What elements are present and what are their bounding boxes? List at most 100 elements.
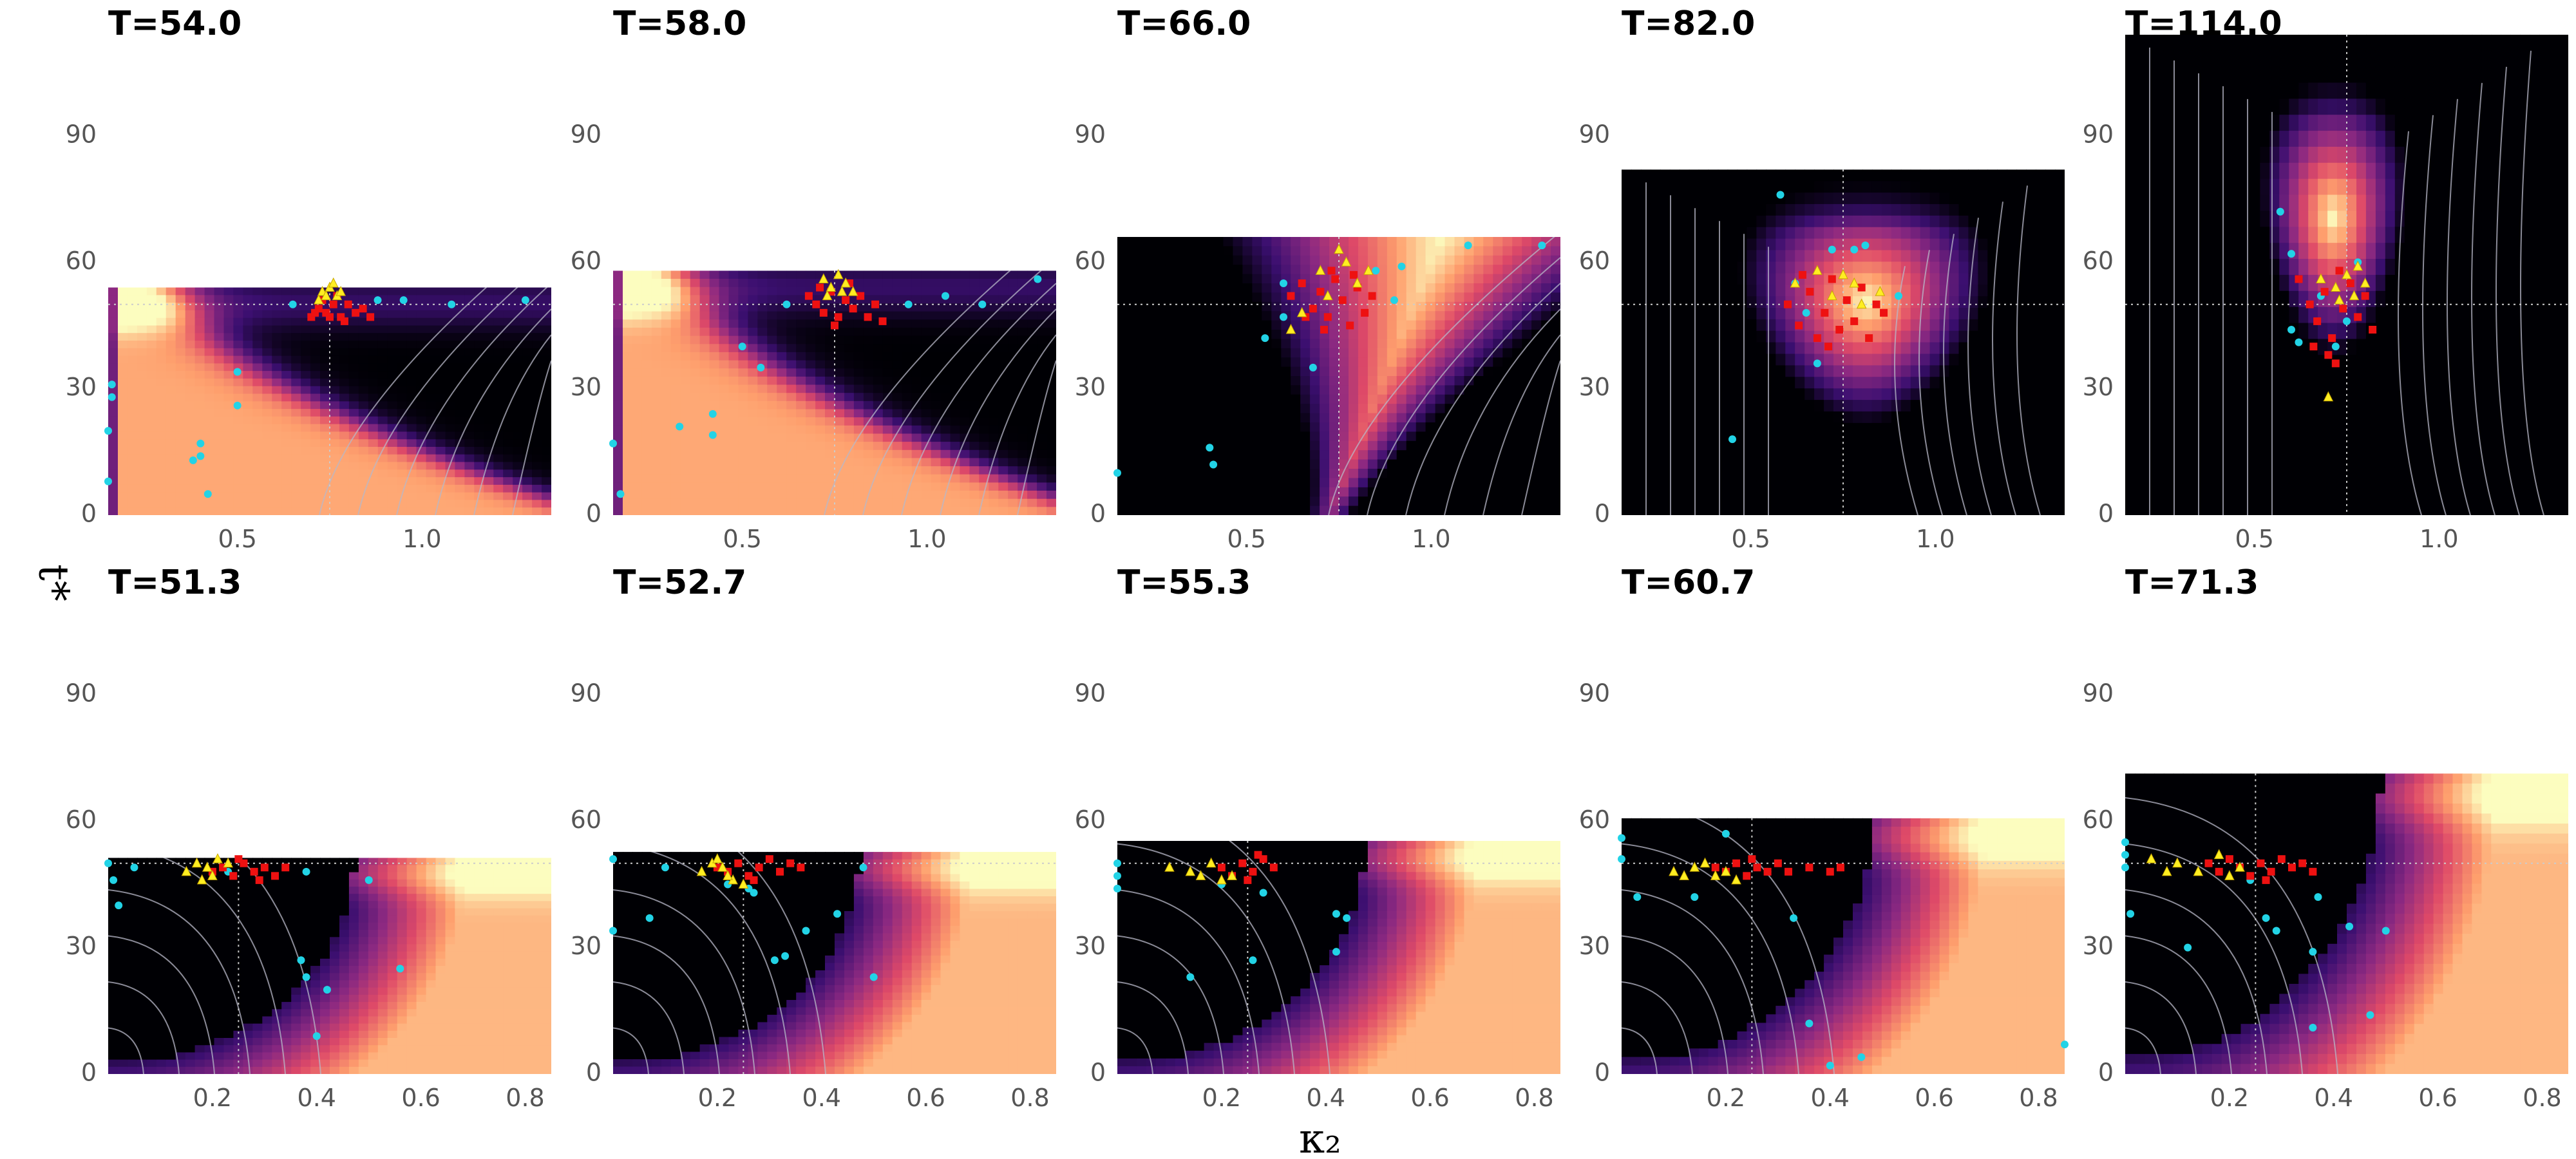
heatmap-cell: [387, 462, 398, 471]
heatmap-cell: [1242, 283, 1253, 294]
heatmap-cell: [272, 431, 283, 440]
heatmap-cell: [1622, 411, 1632, 424]
heatmap-cell: [1698, 434, 1709, 447]
heatmap-cell: [882, 295, 893, 304]
heatmap-cell: [1252, 505, 1263, 515]
heatmap-cell: [1689, 469, 1700, 482]
heatmap-cell: [1502, 413, 1513, 423]
heatmap-cell: [1367, 237, 1378, 247]
heatmap-cell: [1804, 273, 1815, 285]
heatmap-cell: [815, 491, 826, 500]
heatmap-cell: [757, 393, 768, 402]
heatmap-cell: [815, 335, 826, 345]
heatmap-cell: [310, 287, 321, 296]
heatmap-cell: [738, 376, 749, 386]
heatmap-cell: [156, 333, 167, 341]
heatmap-cell: [1454, 496, 1465, 507]
heatmap-cell: [1242, 301, 1253, 312]
heatmap-cell: [1146, 348, 1157, 358]
heatmap-cell: [1766, 353, 1777, 366]
heatmap-cell: [1281, 265, 1292, 275]
heatmap-cell: [882, 507, 893, 515]
heatmap-cell: [719, 474, 730, 484]
heatmap-cell: [767, 491, 778, 500]
heatmap-cell: [1640, 169, 1651, 182]
heatmap-cell: [1737, 238, 1748, 251]
heatmap-cell: [223, 363, 234, 372]
marker-red: [359, 305, 367, 313]
heatmap-cell: [1213, 311, 1224, 321]
heatmap-cell: [1204, 274, 1215, 284]
heatmap-cell: [1175, 459, 1186, 469]
heatmap-cell: [1367, 459, 1378, 469]
heatmap-cell: [1367, 450, 1378, 460]
heatmap-cell: [1425, 366, 1436, 377]
heatmap-cell: [1046, 376, 1056, 386]
heatmap-cell: [979, 270, 990, 279]
heatmap-cell: [127, 447, 138, 455]
heatmap-cell: [1310, 255, 1320, 265]
heatmap-cell: [493, 303, 504, 311]
heatmap-cell: [1493, 478, 1504, 488]
heatmap-cell: [1165, 413, 1176, 423]
heatmap-cell: [1223, 487, 1234, 497]
heatmap-cell: [435, 333, 446, 341]
heatmap-cell: [902, 279, 913, 288]
heatmap-cell: [1631, 342, 1642, 355]
heatmap-cell: [613, 409, 623, 418]
heatmap-cell: [1493, 246, 1504, 256]
heatmap-cell: [1843, 169, 1853, 182]
heatmap-cell: [1551, 274, 1560, 284]
heatmap-cell: [281, 310, 292, 319]
heatmap-cell: [1349, 496, 1359, 507]
heatmap-cell: [892, 498, 903, 508]
heatmap-cell: [998, 352, 1009, 361]
heatmap-cell: [387, 454, 398, 463]
heatmap-cell: [1367, 283, 1378, 294]
heatmap-cell: [777, 409, 788, 418]
heatmap: [108, 287, 551, 515]
heatmap-cell: [892, 449, 903, 459]
heatmap-cell: [1377, 496, 1388, 507]
heatmap-cell: [1165, 440, 1176, 451]
heatmap-cell: [513, 348, 523, 357]
heatmap-cell: [1689, 457, 1700, 470]
heatmap-cell: [940, 384, 951, 393]
heatmap-cell: [1271, 237, 1282, 247]
heatmap-cell: [204, 355, 215, 364]
y-tick-label: 90: [571, 120, 601, 148]
heatmap-cell: [1833, 215, 1844, 228]
heatmap-cell: [1708, 169, 1719, 182]
heatmap-cell: [1329, 478, 1340, 488]
heatmap-cell: [1502, 320, 1513, 330]
heatmap-cell: [1756, 504, 1767, 516]
heatmap-cell: [1669, 388, 1680, 400]
heatmap-cell: [690, 327, 701, 337]
heatmap-cell: [969, 425, 980, 435]
heatmap-cell: [940, 449, 951, 459]
heatmap-cell: [513, 484, 523, 493]
heatmap-cell: [1669, 169, 1680, 182]
heatmap-cell: [892, 352, 903, 361]
heatmap-cell: [368, 500, 379, 508]
heatmap-cell: [166, 454, 176, 463]
heatmap-cell: [377, 454, 388, 463]
heatmap-cell: [1622, 181, 1632, 193]
heatmap-cell: [1795, 296, 1805, 308]
heatmap-cell: [1281, 469, 1292, 479]
heatmap-cell: [1046, 327, 1056, 337]
heatmap-cell: [1184, 404, 1195, 414]
heatmap-cell: [1708, 365, 1719, 378]
heatmap-cell: [368, 393, 379, 402]
heatmap-cell: [474, 348, 485, 357]
heatmap-cell: [623, 327, 633, 337]
heatmap-cell: [1233, 357, 1244, 368]
heatmap-cell: [1291, 487, 1301, 497]
heatmap-cell: [214, 363, 225, 372]
marker-cyan: [1034, 275, 1042, 283]
heatmap-cell: [1531, 404, 1542, 414]
heatmap-cell: [1146, 274, 1157, 284]
heatmap-cell: [796, 393, 806, 402]
heatmap-cell: [844, 393, 855, 402]
heatmap-cell: [1184, 376, 1195, 386]
